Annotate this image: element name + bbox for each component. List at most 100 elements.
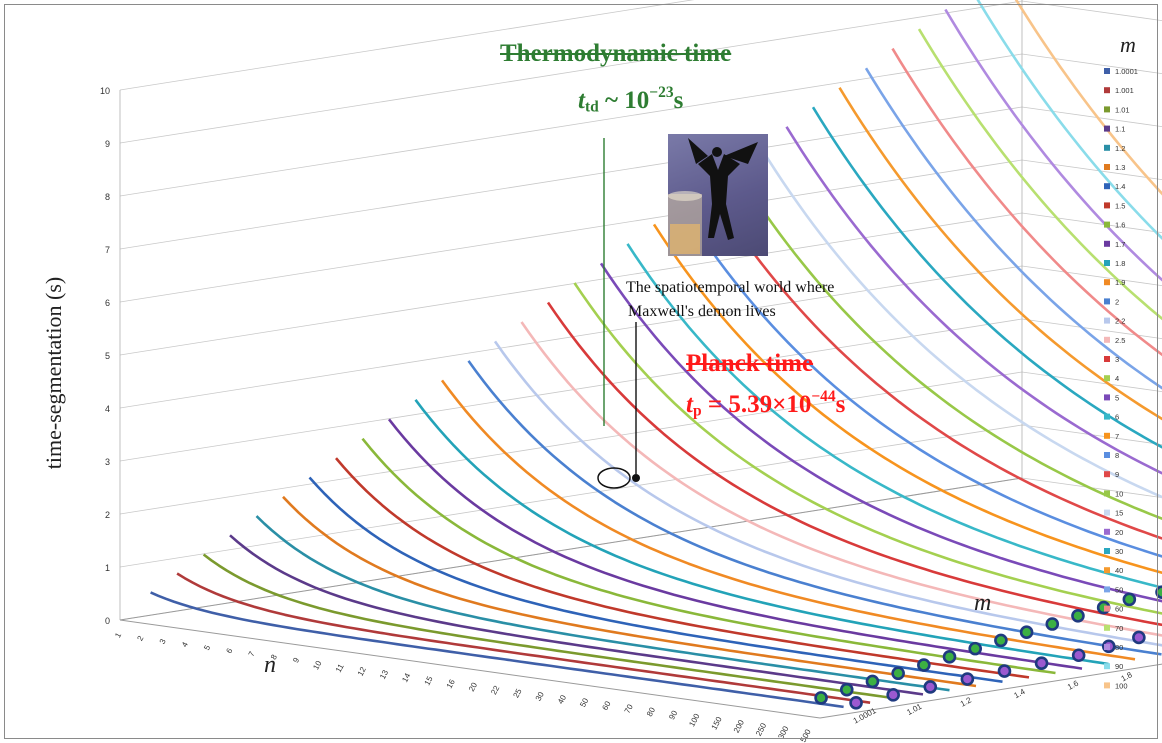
legend-label: 70 (1115, 624, 1123, 633)
legend-label: 1.2 (1115, 144, 1125, 153)
planck-marker (997, 664, 1012, 678)
legend-swatch (1104, 183, 1110, 190)
legend-swatch (1104, 87, 1110, 94)
thermo-marker (839, 682, 854, 697)
series-curve (838, 87, 1162, 421)
n-tick-label: 300 (776, 724, 790, 740)
demon-region-ellipse (597, 467, 631, 489)
thermodynamic-time-equation: ttd ~ 10−23s (578, 84, 683, 117)
grid-line (119, 0, 1162, 144)
planck-marker (960, 672, 975, 686)
series-curve (493, 340, 1162, 647)
n-tick-label: 4 (180, 640, 190, 649)
n-tick-label: 30 (534, 690, 546, 703)
grid-line (119, 477, 1162, 621)
y-tick-label: 7 (105, 245, 110, 255)
n-tick-label: 7 (247, 649, 257, 658)
legend-label: 1.7 (1115, 240, 1125, 249)
legend-swatch (1104, 509, 1110, 516)
legend-label: 40 (1115, 566, 1123, 575)
n-tick-label: 22 (489, 684, 501, 697)
thermo-marker (968, 641, 983, 656)
y-tick-label: 9 (105, 139, 110, 149)
m-tick-label: 1.2 (959, 695, 974, 708)
series-curve (811, 106, 1162, 449)
series-curve (758, 145, 1162, 499)
planck-marker (849, 695, 863, 710)
legend-title: m (1120, 32, 1136, 57)
legend-label: 15 (1115, 509, 1123, 518)
legend-swatch (1104, 471, 1110, 478)
series-curve (976, 0, 1162, 240)
floor-edge (819, 663, 1162, 719)
series-curve (785, 126, 1162, 475)
series-curve (1014, 0, 1162, 196)
series-curve (150, 591, 844, 709)
planck-time-equation: tp = 5.39×10−44s (686, 388, 845, 421)
thermo-symbol: t (578, 86, 585, 114)
y-tick-label: 3 (105, 457, 110, 467)
demon-note-line1: The spatiotemporal world where (626, 279, 835, 296)
thermo-marker (1122, 592, 1137, 607)
legend-label: 1.8 (1115, 259, 1125, 268)
y-tick-label: 0 (105, 616, 110, 626)
legend-label: 2.5 (1115, 336, 1125, 345)
thermo-exponent: −23 (649, 84, 674, 101)
planck-exponent: −44 (811, 388, 836, 405)
legend-label: 9 (1115, 470, 1119, 479)
y-tick-label: 1 (105, 563, 110, 573)
legend-label: 1.4 (1115, 182, 1125, 191)
series-curve (944, 8, 1162, 282)
legend-label: 10 (1115, 489, 1123, 498)
planck-relation: = 5.39×10 (701, 390, 812, 418)
legend-label: 80 (1115, 643, 1123, 652)
legend-swatch (1104, 548, 1110, 554)
n-tick-label: 200 (732, 718, 746, 734)
series-curve (440, 379, 1136, 661)
series-curve (679, 204, 1162, 558)
thermo-marker (942, 650, 957, 664)
series-curve (414, 399, 1109, 666)
demon-pointer-dot (632, 474, 640, 482)
demon-world-note: The spatiotemporal world where Maxwell's… (626, 276, 834, 324)
legend-label: 3 (1115, 355, 1119, 364)
legend-swatch (1104, 298, 1110, 305)
y-tick-label: 10 (100, 86, 110, 96)
legend-label: 4 (1115, 374, 1119, 383)
curves (150, 0, 1162, 709)
series-curve (573, 282, 1162, 615)
series-curve (176, 572, 871, 704)
legend-swatch (1104, 336, 1110, 343)
planck-subscript: p (692, 402, 702, 420)
legend: 1.0001 1.001 1.01 1.1 1.2 1.3 1.4 1.5 1.6 1.7 1.8 1… (1104, 67, 1138, 690)
series-curve (335, 457, 1030, 679)
grid-line (119, 106, 1162, 250)
thermo-marker (1155, 585, 1162, 599)
series-curve (732, 165, 1162, 521)
floor-edge (119, 619, 821, 719)
thermo-subscript: td (584, 98, 599, 116)
grid-line (119, 0, 695, 91)
legend-swatch (1104, 490, 1110, 497)
legend-swatch (1104, 586, 1110, 593)
n-tick-label: 80 (645, 705, 657, 718)
series-curve (599, 262, 1162, 603)
thermo-relation: ~ 10 (598, 86, 650, 114)
planck-time-title: Planck time (686, 350, 814, 377)
legend-label: 30 (1115, 547, 1123, 556)
n-tick-label: 70 (623, 702, 635, 715)
n-tick-label: 90 (667, 709, 679, 722)
z-axis-label: m (974, 590, 992, 616)
legend-swatch (1104, 605, 1110, 612)
y-tick-label: 6 (105, 298, 110, 308)
legend-swatch (1104, 663, 1110, 670)
demon-silhouette-icon (668, 138, 758, 256)
legend-label: 1.3 (1115, 163, 1125, 172)
legend-label: 20 (1115, 528, 1123, 537)
legend-swatch (1104, 106, 1110, 113)
thermo-marker (1071, 608, 1085, 623)
series-curve (202, 553, 897, 700)
planck-marker (1071, 648, 1086, 663)
legend-swatch (1104, 164, 1110, 170)
